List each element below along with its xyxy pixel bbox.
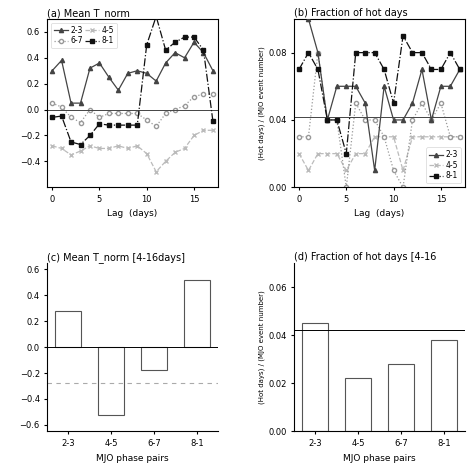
Legend: 2-3, 6-7, 4-5, 8-1: 2-3, 6-7, 4-5, 8-1 (51, 23, 117, 48)
X-axis label: MJO phase pairs: MJO phase pairs (343, 454, 416, 463)
Text: (d) Fraction of hot days [4-16: (d) Fraction of hot days [4-16 (294, 252, 437, 262)
Y-axis label: (Hot days) / (MJO event number): (Hot days) / (MJO event number) (259, 46, 265, 160)
X-axis label: MJO phase pairs: MJO phase pairs (96, 454, 169, 463)
X-axis label: Lag  (days): Lag (days) (108, 210, 158, 219)
Text: (a) Mean T_norm: (a) Mean T_norm (47, 8, 130, 19)
Bar (431, 340, 457, 431)
Bar (98, 347, 124, 414)
Bar (388, 364, 414, 431)
Bar (302, 323, 328, 431)
Legend: 2-3, 4-5, 8-1: 2-3, 4-5, 8-1 (426, 147, 461, 183)
Y-axis label: (Hot days) / (MJO event number): (Hot days) / (MJO event number) (259, 290, 265, 404)
X-axis label: Lag  (days): Lag (days) (354, 210, 404, 219)
Bar (345, 378, 371, 431)
Text: (c) Mean T_norm [4-16days]: (c) Mean T_norm [4-16days] (47, 252, 185, 263)
Bar (184, 280, 210, 347)
Bar (141, 347, 167, 371)
Text: (b) Fraction of hot days: (b) Fraction of hot days (294, 8, 408, 18)
Bar (55, 311, 81, 347)
